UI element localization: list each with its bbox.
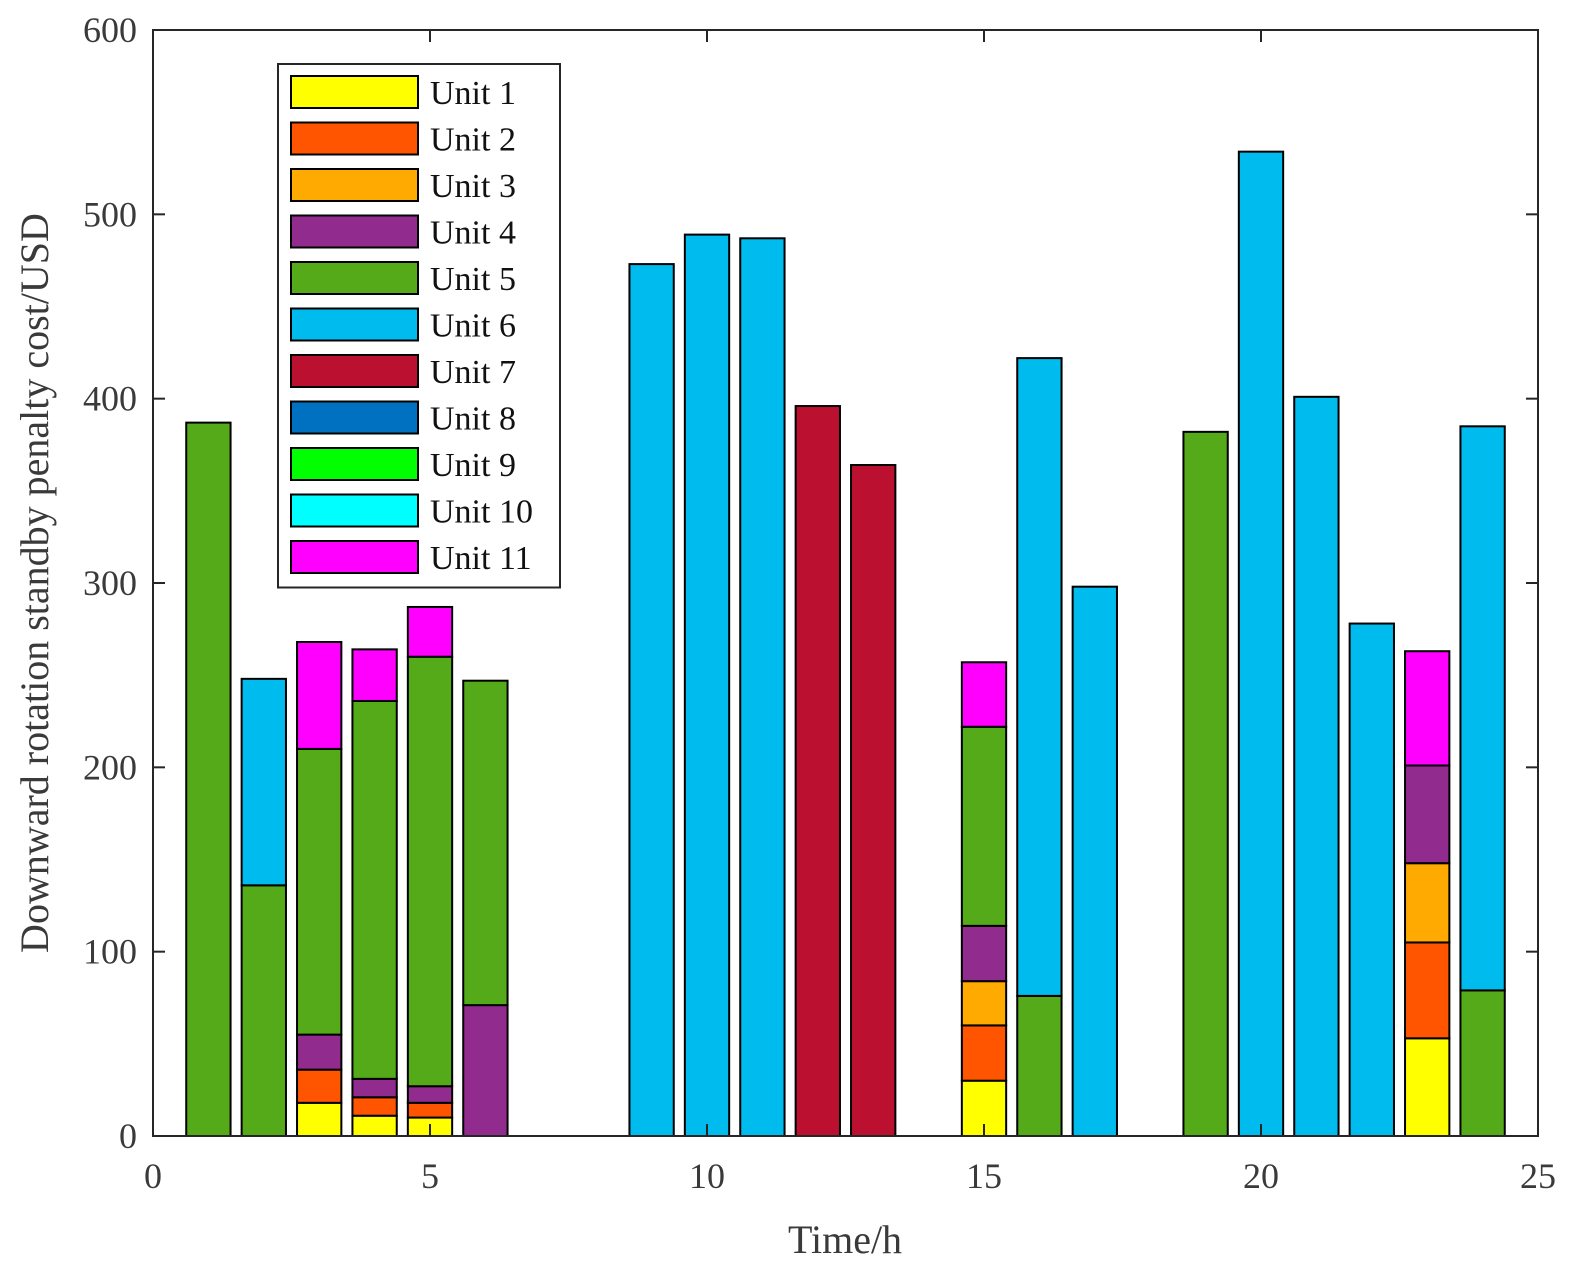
legend-label-unit5: Unit 5 bbox=[430, 261, 516, 298]
bar-t23-unit11 bbox=[1404, 650, 1451, 767]
bar-t5-unit5 bbox=[406, 655, 454, 1088]
x-tick-label: 10 bbox=[689, 1156, 725, 1196]
legend-swatch-unit4 bbox=[290, 214, 419, 249]
bar-t6-unit5 bbox=[462, 679, 509, 1007]
bar-t16-unit6 bbox=[1016, 357, 1063, 997]
legend-swatch-unit1 bbox=[290, 75, 419, 109]
legend-swatch-unit7 bbox=[290, 354, 419, 388]
x-tick-label: 0 bbox=[144, 1156, 162, 1196]
bar-t23-unit3 bbox=[1404, 862, 1451, 944]
bar-t3-unit1 bbox=[296, 1101, 343, 1137]
y-tick-label: 500 bbox=[83, 194, 137, 234]
bar-t4-unit4 bbox=[351, 1077, 398, 1099]
bar-t19-unit5 bbox=[1182, 430, 1229, 1137]
bar-t17-unit6 bbox=[1071, 585, 1118, 1137]
bar-t15-unit3 bbox=[960, 980, 1008, 1027]
legend-label-unit4: Unit 4 bbox=[430, 215, 516, 252]
bar-t3-unit11 bbox=[296, 640, 343, 750]
bar-t4-unit11 bbox=[351, 648, 398, 702]
bar-t5-unit4 bbox=[406, 1085, 454, 1104]
legend-label-unit1: Unit 1 bbox=[430, 75, 516, 112]
legend-swatch-unit8 bbox=[290, 400, 419, 435]
ticks-layer: 0 5 10 15 20 25 0 100 200 300 400 500 600 bbox=[83, 10, 1556, 1196]
bar-t3-unit5 bbox=[296, 747, 343, 1036]
x-tick-label: 15 bbox=[966, 1156, 1002, 1196]
legend: Unit 1 Unit 2 Unit 3 Unit 4 Unit 5 Unit 6 Unit… bbox=[277, 63, 561, 589]
y-tick-label: 100 bbox=[83, 932, 137, 972]
x-axis-title: Time/h bbox=[788, 1217, 902, 1262]
bar-t23-unit2 bbox=[1404, 941, 1451, 1040]
bar-t16-unit5 bbox=[1016, 994, 1063, 1138]
legend-label-unit3: Unit 3 bbox=[430, 168, 516, 205]
bar-t3-unit2 bbox=[296, 1068, 343, 1104]
y-tick-label: 300 bbox=[83, 563, 137, 603]
bar-t11-unit6 bbox=[739, 237, 786, 1137]
bars-layer bbox=[185, 150, 1506, 1138]
bar-t15-unit2 bbox=[960, 1024, 1008, 1082]
bar-t1-unit5 bbox=[185, 421, 232, 1137]
bar-t23-unit4 bbox=[1404, 764, 1451, 865]
y-tick-label: 200 bbox=[83, 747, 137, 787]
legend-label-unit9: Unit 9 bbox=[430, 447, 516, 484]
legend-swatch-unit5 bbox=[290, 261, 419, 295]
legend-swatch-unit11 bbox=[290, 540, 419, 574]
legend-label-unit7: Unit 7 bbox=[430, 354, 516, 391]
bar-t22-unit6 bbox=[1348, 622, 1395, 1137]
bar-t20-unit6 bbox=[1237, 150, 1285, 1138]
bar-t6-unit4 bbox=[462, 1004, 509, 1138]
bar-t15-unit4 bbox=[960, 924, 1008, 983]
x-tick-label: 5 bbox=[421, 1156, 439, 1196]
legend-swatch-unit9 bbox=[290, 447, 419, 481]
y-axis-title: Downward rotation standby penalty cost/U… bbox=[12, 213, 57, 953]
legend-label-unit8: Unit 8 bbox=[430, 401, 516, 438]
y-tick-label: 400 bbox=[83, 379, 137, 419]
bar-t10-unit6 bbox=[683, 233, 731, 1138]
x-tick-label: 20 bbox=[1243, 1156, 1279, 1196]
bar-t2-unit5 bbox=[240, 884, 287, 1137]
legend-label-unit6: Unit 6 bbox=[430, 308, 516, 345]
bar-t15-unit5 bbox=[960, 725, 1008, 927]
bar-t9-unit6 bbox=[628, 263, 675, 1137]
legend-swatch-unit3 bbox=[290, 168, 419, 202]
y-tick-label: 600 bbox=[83, 10, 137, 50]
bar-t4-unit2 bbox=[351, 1096, 398, 1117]
bar-t12-unit7 bbox=[794, 405, 841, 1138]
bar-t13-unit7 bbox=[850, 464, 897, 1137]
bar-t24-unit5 bbox=[1459, 989, 1506, 1137]
bar-t23-unit1 bbox=[1404, 1037, 1451, 1138]
legend-swatch-unit10 bbox=[290, 493, 419, 528]
bar-t4-unit5 bbox=[351, 699, 398, 1080]
bar-t24-unit6 bbox=[1459, 425, 1506, 992]
legend-label-unit11: Unit 11 bbox=[430, 540, 532, 577]
legend-label-unit2: Unit 2 bbox=[430, 122, 516, 159]
x-tick-label: 25 bbox=[1520, 1156, 1556, 1196]
bar-t4-unit1 bbox=[351, 1114, 398, 1138]
bar-t5-unit2 bbox=[406, 1101, 454, 1119]
bar-t15-unit11 bbox=[960, 661, 1008, 728]
bar-t3-unit4 bbox=[296, 1033, 343, 1071]
legend-swatch-unit2 bbox=[290, 121, 419, 156]
y-tick-label: 0 bbox=[119, 1116, 137, 1156]
bar-t5-unit11 bbox=[406, 605, 454, 658]
legend-swatch-unit6 bbox=[290, 307, 419, 342]
bar-t2-unit6 bbox=[240, 677, 287, 887]
bar-t21-unit6 bbox=[1293, 395, 1340, 1138]
legend-label-unit10: Unit 10 bbox=[430, 494, 533, 531]
